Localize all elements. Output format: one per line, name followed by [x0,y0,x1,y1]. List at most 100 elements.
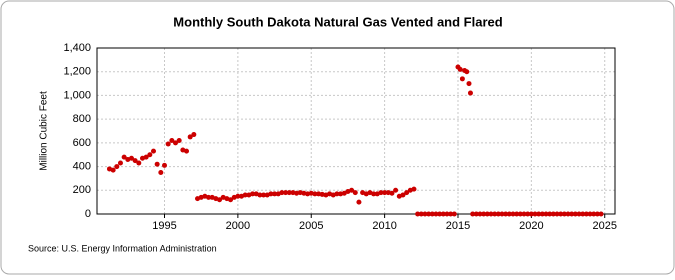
data-point [378,190,384,196]
data-point [525,211,531,217]
y-tick-label: 1,000 [63,89,91,101]
data-point [514,211,520,217]
x-tick-label: 2025 [592,220,616,232]
data-point [147,152,153,158]
data-point [536,211,542,217]
data-point [415,211,421,217]
data-point [561,211,567,217]
data-point [503,211,509,217]
data-point [467,90,473,96]
data-point [301,190,307,196]
data-point [554,211,560,217]
data-point [132,158,138,164]
data-point [539,211,545,217]
data-point [583,211,589,217]
data-point [143,154,149,160]
data-point [418,211,424,217]
x-tick-label: 2020 [519,220,543,232]
data-point [242,192,248,198]
data-point [426,211,432,217]
data-point [404,190,410,196]
data-point [268,191,274,197]
plot-frame [96,47,616,215]
data-point [169,137,175,143]
data-point [283,190,289,196]
y-axis-label: Million Cubic Feet [39,91,50,171]
data-point [228,197,234,203]
data-point [565,211,571,217]
data-point [114,164,120,170]
data-point [165,141,171,147]
data-point [382,190,388,196]
y-tick-label: 600 [73,137,91,149]
data-point [191,132,197,138]
data-point [466,81,472,87]
y-tick-label: 200 [73,184,91,196]
data-point [334,191,340,197]
data-point [488,211,494,217]
data-point [290,190,296,196]
data-point [484,211,490,217]
x-tick-label: 2015 [446,220,470,232]
x-tick-label: 2005 [299,220,323,232]
data-point [184,148,190,154]
data-point [206,194,212,200]
data-point [250,191,256,197]
data-point [510,211,516,217]
data-point [110,167,116,173]
data-point [121,154,127,160]
data-point [569,211,575,217]
data-point [437,211,443,217]
data-point [400,192,406,198]
data-point [528,211,534,217]
x-tick-label: 2010 [372,220,396,232]
data-point [543,211,549,217]
data-point [477,211,483,217]
data-point [128,155,134,161]
data-point [481,211,487,217]
x-tick-label: 1995 [152,220,176,232]
data-point [294,190,300,196]
data-point [187,134,193,140]
data-point [352,190,358,196]
data-point [319,191,325,197]
data-point [305,191,311,197]
data-point [117,160,123,166]
x-tick-label: 2000 [226,220,250,232]
data-point [217,197,223,203]
y-tick-label: 0 [85,208,91,220]
data-point [312,191,318,197]
data-point [162,162,168,168]
data-point [459,76,465,82]
chart-title: Monthly South Dakota Natural Gas Vented … [173,14,502,29]
data-point [338,191,344,197]
data-point [308,190,314,196]
data-point [451,211,457,217]
data-point [473,211,479,217]
y-tick-label: 800 [73,113,91,125]
data-point [385,190,391,196]
data-point [572,211,578,217]
data-point [150,148,156,154]
data-point [349,187,355,193]
data-point [517,211,523,217]
data-point [158,170,164,175]
data-point [422,211,428,217]
data-point [591,211,597,217]
data-point [464,69,470,75]
data-point [499,211,505,217]
source-note: Source: U.S. Energy Information Administ… [28,243,217,253]
data-point [429,211,435,217]
data-point [457,66,463,72]
data-point [176,137,182,143]
data-point [470,211,476,217]
data-point [316,191,322,197]
data-point [587,211,593,217]
data-point [389,190,395,196]
data-point [580,211,586,217]
data-point [286,190,292,196]
y-tick-label: 400 [73,160,91,172]
data-point [576,211,582,217]
